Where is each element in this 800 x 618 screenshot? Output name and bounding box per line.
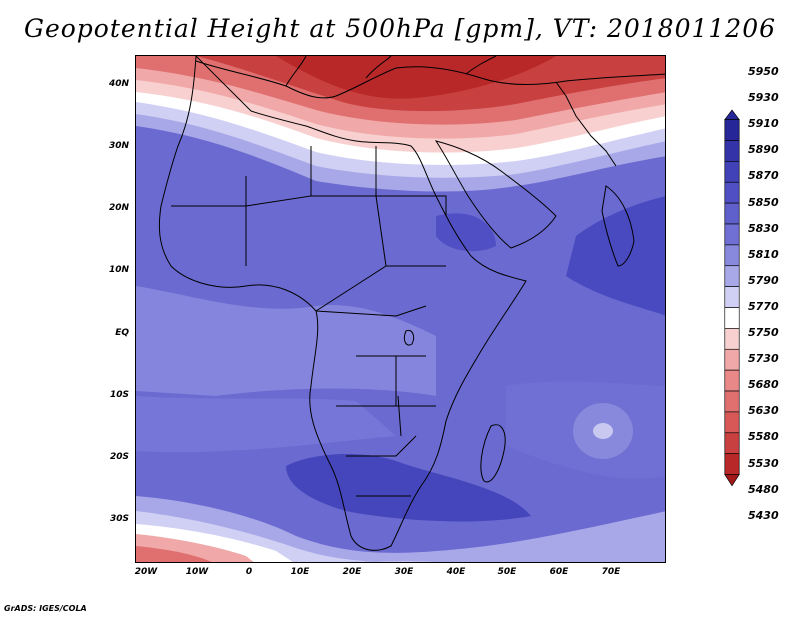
lake-malawi (397, 395, 402, 437)
colorbar-label: 5910 (748, 117, 779, 131)
geopotential-map (136, 56, 665, 562)
lat-tick-20s: 20S (109, 452, 129, 462)
lon-tick-60e: 60E (549, 567, 569, 577)
map-title: Geopotential Height at 500hPa [gpm], VT:… (23, 14, 777, 43)
madagascar (480, 424, 506, 483)
south-africa-high (286, 454, 531, 522)
lon-tick-0: 0 (245, 567, 253, 577)
colorbar-label: 5950 (748, 65, 779, 78)
lat-tick-eq: EQ (115, 328, 129, 338)
colorbar (724, 109, 740, 487)
lat-tick-30s: 30S (109, 514, 129, 524)
arabian-high (566, 196, 665, 316)
colorbar-label: 5480 (748, 482, 779, 496)
colorbar-label: 5850 (748, 195, 779, 209)
lat-tick-10n: 10N (108, 265, 129, 275)
colorbar-label: 5630 (748, 404, 779, 418)
lat-tick-10s: 10S (109, 390, 129, 400)
band-mid-south (136, 396, 396, 453)
colorbar-swatch (724, 265, 740, 287)
south-band-red (136, 546, 212, 562)
colorbar-swatch (724, 348, 740, 371)
lake-victoria (403, 329, 415, 346)
lon-tick-10w: 10W (185, 567, 209, 577)
colorbar-swatch (724, 119, 740, 141)
lon-tick-20w: 20W (134, 567, 158, 577)
colorbar-swatch (724, 328, 740, 350)
colorbar-swatch (724, 432, 740, 455)
colorbar-label: 5580 (748, 430, 779, 444)
colorbar-swatch (724, 223, 740, 246)
colorbar-swatch (724, 286, 740, 308)
map-panel (135, 55, 666, 563)
colorbar-label: 5790 (748, 273, 779, 287)
colorbar-swatch (724, 453, 740, 475)
colorbar-label: 5810 (748, 247, 779, 261)
colorbar-swatch (724, 369, 740, 392)
colorbar-label: 5730 (748, 352, 779, 366)
mediterranean-trough-core (276, 56, 556, 99)
colorbar-label: 5430 (748, 508, 779, 522)
credit-text: GrADS: IGES/COLA (4, 604, 87, 613)
colorbar-swatch (724, 390, 740, 413)
lon-tick-70e: 70E (601, 567, 621, 577)
colorbar-swatch (724, 202, 740, 225)
northern-borders (285, 56, 617, 167)
colorbar-swatch (724, 307, 740, 329)
colorbar-label: 5530 (748, 456, 779, 470)
colorbar-swatch (724, 140, 740, 162)
colorbar-label: 5770 (748, 299, 779, 313)
lon-tick-50e: 50E (497, 567, 517, 577)
colorbar-top-arrow (724, 109, 740, 120)
colorbar-label: 5680 (748, 378, 779, 392)
colorbar-label: 5890 (748, 143, 779, 157)
colorbar-swatch (724, 181, 740, 204)
colorbar-label: 5830 (748, 221, 779, 235)
colorbar-bottom-arrow (724, 474, 740, 487)
lat-tick-20n: 20N (108, 203, 129, 213)
lon-tick-20e: 20E (342, 567, 362, 577)
colorbar-label: 5870 (748, 169, 779, 183)
indian-ocean-low-inner (593, 423, 613, 439)
india-outline (601, 185, 635, 267)
lon-tick-30e: 30E (394, 567, 414, 577)
lon-tick-10e: 10E (290, 567, 310, 577)
colorbar-swatch (724, 244, 740, 267)
colorbar-swatch (724, 161, 740, 183)
colorbar-label: 5750 (748, 326, 779, 339)
north-africa-borders (171, 146, 447, 312)
central-south-borders (315, 305, 436, 497)
arabian-peninsula (434, 140, 557, 249)
lon-tick-40e: 40E (446, 567, 466, 577)
coastlines (158, 56, 665, 551)
colorbar-swatch (724, 411, 740, 434)
red-sea-high (436, 213, 496, 252)
lat-tick-30n: 30N (108, 141, 129, 151)
africa-outline (158, 56, 527, 551)
mediterranean-coast (195, 60, 665, 99)
lat-tick-40n: 40N (108, 79, 129, 89)
colorbar-label: 5930 (748, 91, 779, 105)
